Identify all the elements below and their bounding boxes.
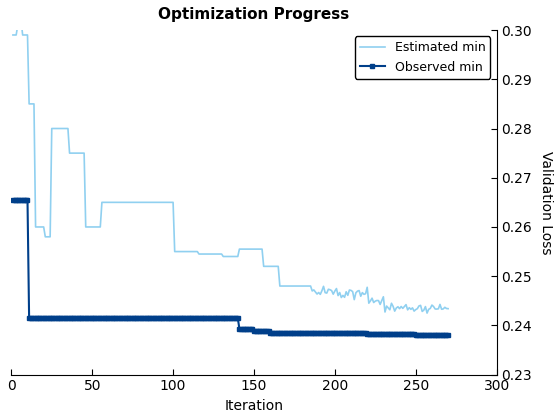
Estimated min [77, 151, 84, 156]
Line: Estimated min: Estimated min [13, 20, 448, 313]
Estimated min [424, 310, 431, 315]
X-axis label: Iteration: Iteration [225, 399, 283, 413]
Estimated min [445, 306, 451, 311]
Estimated min [309, 289, 316, 294]
Observed min [10, 197, 16, 202]
Estimated min [160, 200, 167, 205]
Estimated min [27, 101, 34, 106]
Estimated min [16, 18, 23, 23]
Observed min [307, 330, 314, 335]
Estimated min [260, 264, 267, 269]
Legend: Estimated min, Observed min: Estimated min, Observed min [354, 36, 491, 79]
Line: Observed min: Observed min [11, 198, 450, 337]
Observed min [412, 333, 419, 338]
Estimated min [128, 200, 134, 205]
Y-axis label: Validation Loss: Validation Loss [539, 151, 553, 254]
Observed min [445, 333, 451, 338]
Observed min [126, 315, 133, 320]
Observed min [259, 329, 265, 334]
Observed min [26, 315, 32, 320]
Estimated min [10, 32, 16, 37]
Observed min [76, 315, 83, 320]
Title: Optimization Progress: Optimization Progress [158, 7, 349, 22]
Observed min [158, 315, 165, 320]
